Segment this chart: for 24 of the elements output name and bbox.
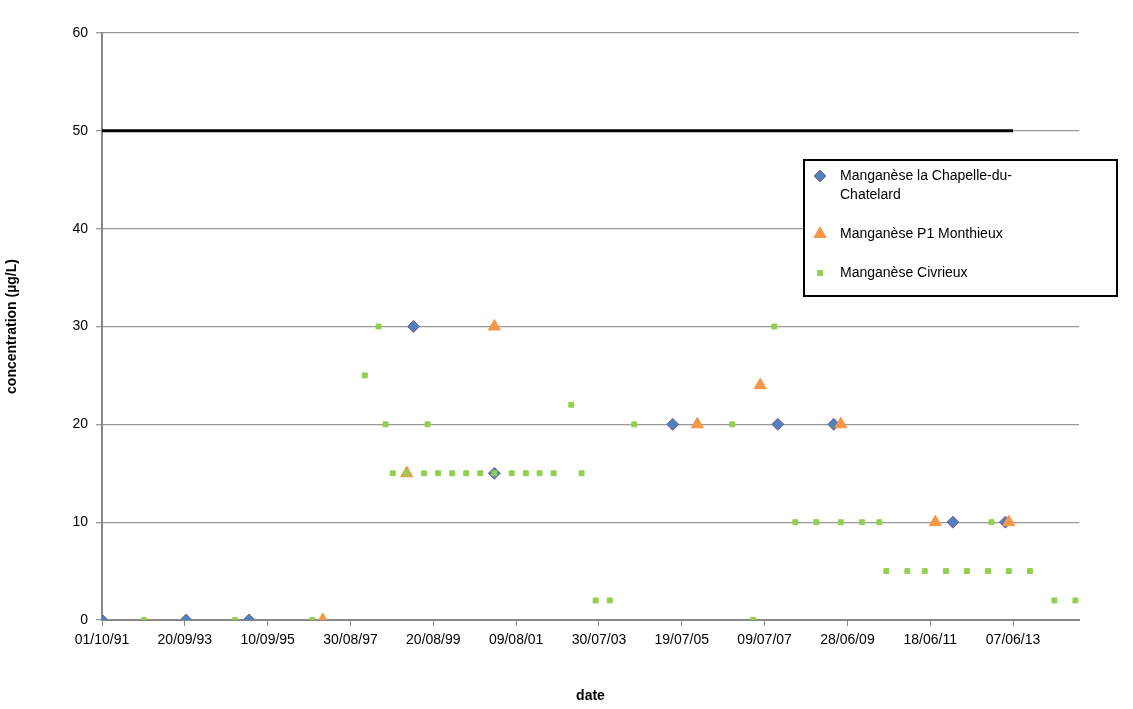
y-tick-label: 20 — [72, 415, 89, 432]
y-tick-label: 50 — [72, 121, 89, 138]
y-axis-title: concentration (µg/L) — [3, 259, 20, 394]
legend-label: Manganèse Civrieux — [840, 263, 968, 280]
y-tick-label: 40 — [72, 219, 89, 236]
x-tick-label: 01/10/91 — [74, 631, 130, 648]
x-tick-label: 28/06/09 — [820, 631, 875, 648]
y-tick-label: 30 — [72, 317, 89, 334]
x-tick-label: 20/08/99 — [406, 631, 461, 648]
x-tick-label: 09/07/07 — [737, 631, 793, 648]
x-tick-label: 10/09/95 — [240, 631, 296, 648]
x-tick-label: 07/06/13 — [985, 631, 1041, 648]
x-tick-label: 19/07/05 — [654, 631, 710, 648]
y-tick-label: 0 — [80, 610, 89, 627]
legend-label: Manganèse P1 Monthieux — [840, 224, 1003, 241]
x-axis-title: date — [576, 687, 606, 704]
y-tick-label: 60 — [72, 23, 89, 40]
x-tick-label: 30/07/03 — [571, 631, 627, 648]
x-tick-label: 30/08/97 — [323, 631, 378, 648]
y-tick-label: 10 — [72, 513, 89, 530]
x-tick-label: 18/06/11 — [903, 631, 958, 648]
x-tick-label: 09/08/01 — [488, 631, 544, 648]
legend-label: Manganèse la Chapelle-du-Chatelard — [840, 166, 1013, 202]
x-tick-label: 20/09/93 — [157, 631, 213, 648]
